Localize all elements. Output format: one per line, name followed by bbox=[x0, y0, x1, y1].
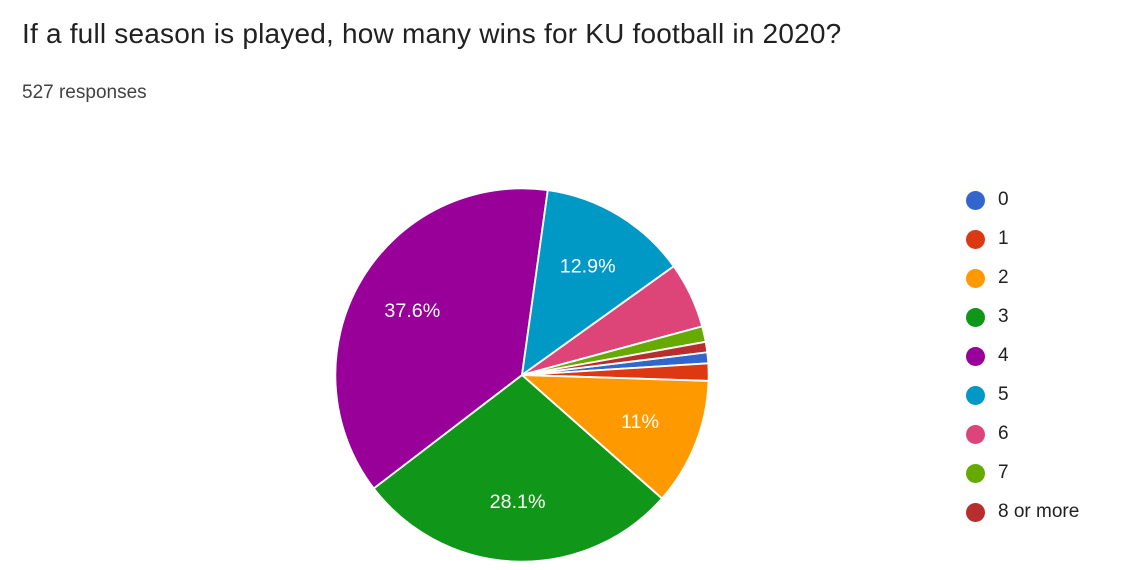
legend-swatch-icon bbox=[966, 307, 985, 327]
slice-percentage-label: 37.6% bbox=[384, 300, 440, 322]
legend-label: 1 bbox=[998, 228, 1009, 249]
legend-label: 5 bbox=[998, 384, 1009, 405]
legend-item-4: 4 bbox=[966, 345, 1079, 366]
pie-chart: 11% 28.1% 37.6% 12.9% bbox=[325, 178, 719, 570]
slice-percentage-label: 28.1% bbox=[490, 491, 546, 513]
legend-swatch-icon bbox=[966, 502, 985, 522]
legend-item-2: 2 bbox=[966, 267, 1079, 288]
slice-percentage-label: 11% bbox=[621, 411, 659, 433]
pie-slice-5[interactable] bbox=[521, 189, 675, 376]
legend-swatch-icon bbox=[966, 463, 985, 483]
legend-item-8-or-more: 8 or more bbox=[966, 501, 1080, 522]
question-title: If a full season is played, how many win… bbox=[22, 18, 842, 49]
legend-label: 3 bbox=[998, 306, 1009, 327]
legend-item-6: 6 bbox=[966, 423, 1079, 444]
legend-label: 0 bbox=[998, 189, 1009, 210]
pie-slice-4[interactable] bbox=[334, 187, 549, 490]
legend-label: 8 or more bbox=[998, 501, 1080, 522]
legend-label: 2 bbox=[998, 267, 1009, 288]
legend-label: 6 bbox=[998, 423, 1009, 444]
legend-label: 7 bbox=[998, 462, 1009, 483]
pie-chart-svg: 11% 28.1% 37.6% 12.9% bbox=[334, 187, 710, 563]
legend-swatch-icon bbox=[966, 346, 985, 366]
legend-swatch-icon bbox=[966, 229, 985, 249]
legend-swatch-icon bbox=[966, 190, 985, 210]
pie-slice-2[interactable] bbox=[521, 374, 710, 500]
legend-item-5: 5 bbox=[966, 384, 1079, 405]
legend-swatch-icon bbox=[966, 424, 985, 444]
chart-legend: 0 1 2 3 4 5 6 7 8 or more bbox=[966, 189, 1080, 541]
pie-slice-3[interactable] bbox=[372, 374, 663, 563]
legend-item-7: 7 bbox=[966, 462, 1079, 483]
legend-swatch-icon bbox=[966, 268, 985, 288]
legend-item-0: 0 bbox=[966, 189, 1079, 210]
legend-item-1: 1 bbox=[966, 228, 1079, 249]
legend-item-3: 3 bbox=[966, 306, 1079, 327]
legend-swatch-icon bbox=[966, 385, 985, 405]
slice-percentage-label: 12.9% bbox=[560, 255, 616, 277]
pie-slice-8-or-more[interactable] bbox=[521, 340, 709, 376]
legend-label: 4 bbox=[998, 345, 1009, 366]
response-count: 527 responses bbox=[22, 82, 147, 103]
